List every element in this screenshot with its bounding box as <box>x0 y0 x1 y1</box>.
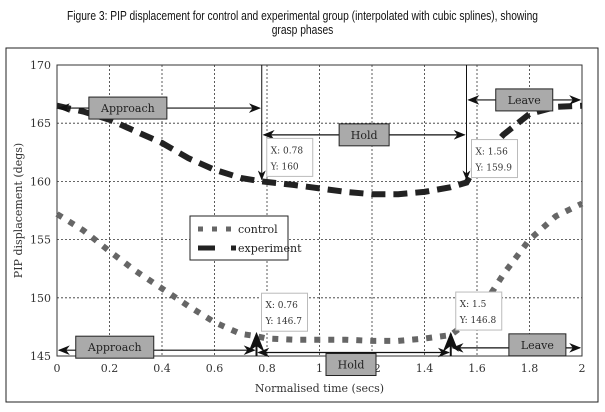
phase-box <box>88 96 168 120</box>
y-tick-label: 145 <box>30 350 51 363</box>
y-tick-label: 160 <box>30 175 51 188</box>
phase-box <box>495 88 554 112</box>
figure-caption: Figure 3: PIP displacement for control a… <box>66 9 538 37</box>
datatip-y: Y: 146.7 <box>265 317 303 327</box>
series-control-line <box>55 200 584 344</box>
y-tick-label: 150 <box>30 292 51 305</box>
y-axis-label: PIP displacement (degs) <box>12 143 25 278</box>
phase-box <box>75 335 155 359</box>
phase-box <box>508 333 567 357</box>
datatip-y: Y: 160 <box>270 162 299 172</box>
phase-box <box>325 353 377 377</box>
phase-label: Hold <box>338 359 365 372</box>
phase-label: Hold <box>351 129 378 142</box>
figure-frame <box>5 47 599 403</box>
phase-label: Approach <box>87 341 142 354</box>
datatip-x: X: 1.5 <box>460 300 487 310</box>
phase-box <box>338 123 390 147</box>
datatip-x: X: 0.78 <box>271 146 304 156</box>
x-tick-label: 0.8 <box>258 362 276 375</box>
x-tick-label: 0 <box>54 362 61 375</box>
x-axis-label: Normalised time (secs) <box>255 382 384 395</box>
datatip-x: X: 1.56 <box>476 148 509 158</box>
x-tick-label: 0.6 <box>206 362 224 375</box>
legend-experiment-label: experiment <box>238 242 302 255</box>
datatip-box <box>266 137 314 177</box>
x-tick-label: 1 <box>316 362 323 375</box>
x-tick-label: 0.2 <box>101 362 119 375</box>
x-tick-label: 0.4 <box>153 362 171 375</box>
datatip-box <box>455 291 503 331</box>
phase-label: Leave <box>508 94 541 107</box>
datatip-y: Y: 146.8 <box>459 316 497 326</box>
datatip-box <box>261 292 308 332</box>
y-tick-label: 165 <box>30 117 51 130</box>
phase-label: Approach <box>100 102 155 115</box>
legend-control-label: control <box>238 223 278 236</box>
y-tick-label: 170 <box>30 59 51 72</box>
x-tick-label: 1.4 <box>416 362 434 375</box>
x-tick-label: 1.8 <box>521 362 539 375</box>
datatip-x: X: 0.76 <box>266 301 299 311</box>
phase-label: Leave <box>521 339 554 352</box>
legend-box <box>189 215 289 261</box>
x-tick-label: 1.6 <box>468 362 486 375</box>
x-tick-label: 2 <box>579 362 586 375</box>
y-tick-label: 155 <box>30 234 51 247</box>
datatip-y: Y: 159.9 <box>475 164 513 174</box>
datatip-box <box>471 139 518 179</box>
